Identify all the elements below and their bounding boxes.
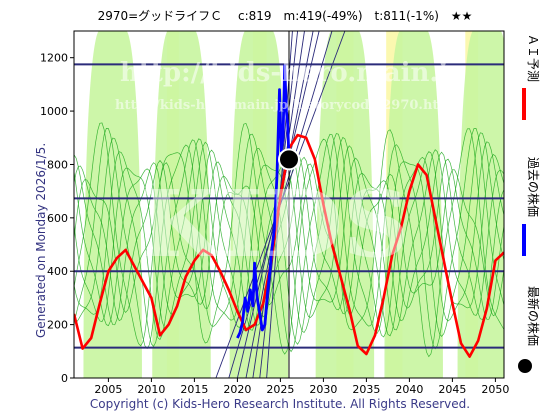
x-tick-label: 2030	[309, 383, 337, 396]
green-band	[315, 31, 375, 378]
x-tick-label: 2040	[395, 383, 423, 396]
x-tick-label: 2015	[180, 383, 208, 396]
x-tick-label: 2020	[223, 383, 251, 396]
y-tick-label: 200	[47, 319, 68, 332]
watermark-history-url: http://kids-hero.main.jp/historycode/297…	[115, 98, 458, 113]
y-tick-label: 400	[47, 265, 68, 278]
axes: 0 200 400 600 800 1000 1200 2005 2010 2015 2020 202…	[40, 30, 509, 396]
watermark-url: http://kids-hero.main.jp	[120, 58, 467, 88]
y-tick-label: 1000	[40, 105, 68, 118]
y-tick-label: 1200	[40, 52, 68, 65]
legend-marks	[518, 88, 532, 373]
legend-label-ai-forecast: ＡＩ予測	[526, 34, 540, 83]
y-tick-label: 600	[47, 212, 68, 225]
y-tick-label: 0	[61, 372, 68, 385]
y-tick-label: 800	[47, 158, 68, 171]
x-tick-label: 2045	[438, 383, 466, 396]
series-past-price-line	[236, 64, 291, 339]
legend-swatch-latest-price	[518, 359, 532, 373]
chart-title: 2970=グッドライフＣ c:819 m:419(-49%) t:811(-1%…	[97, 9, 473, 23]
green-band	[152, 31, 211, 378]
x-tick-label: 2010	[137, 383, 165, 396]
copyright-text: Copyright (c) Kids-Hero Research Institu…	[89, 397, 471, 411]
x-tick-label: 2050	[481, 383, 509, 396]
green-band	[457, 31, 504, 378]
latest-price-dot	[278, 148, 300, 171]
generated-date-note: Generated on Monday 2026/1/5.	[34, 142, 48, 338]
x-tick-label: 2025	[266, 383, 294, 396]
watermark-big: KIDS	[140, 170, 410, 278]
legend-label-latest-price: 最新の株価	[526, 286, 540, 347]
green-band	[384, 31, 443, 378]
legend-label-past-price: 過去の株価	[526, 157, 540, 218]
x-tick-label: 2035	[352, 383, 380, 396]
plot-frame	[73, 30, 505, 379]
series-layer	[74, 64, 504, 358]
x-tick-label: 2005	[94, 383, 122, 396]
legend-swatch-ai-forecast	[522, 88, 526, 120]
legend-swatch-past-price	[522, 224, 526, 256]
